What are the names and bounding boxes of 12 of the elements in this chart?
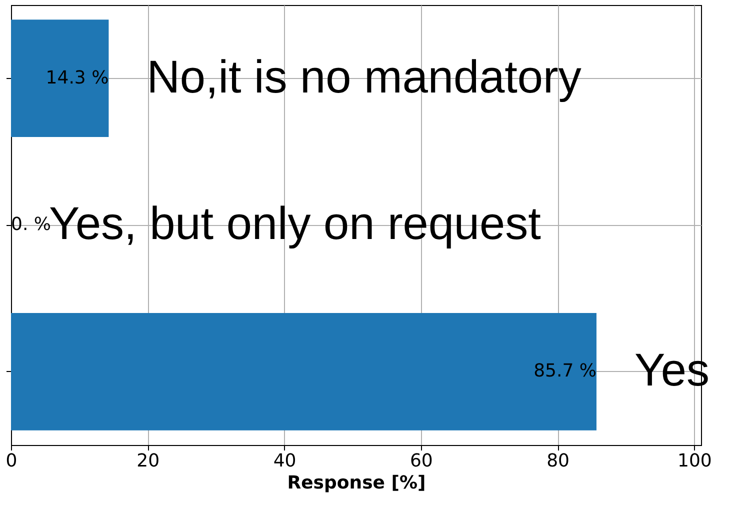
y-tick-label: No,it is no mandatory <box>146 50 582 102</box>
x-tick-label: 100 <box>677 450 712 472</box>
y-tick-label: Yes, but only on request <box>49 197 542 249</box>
x-tick-label: 20 <box>136 450 160 472</box>
data-label: 0. % <box>11 214 51 235</box>
x-tick-label: 60 <box>410 450 433 472</box>
data-label: 14.3 % <box>46 67 109 88</box>
x-tick-label: 0 <box>6 450 18 472</box>
x-tick-label: 80 <box>546 450 570 472</box>
x-tick-label: 40 <box>273 450 296 472</box>
x-axis-title: Response [%] <box>287 472 426 494</box>
data-label: 85.7 % <box>534 360 596 382</box>
